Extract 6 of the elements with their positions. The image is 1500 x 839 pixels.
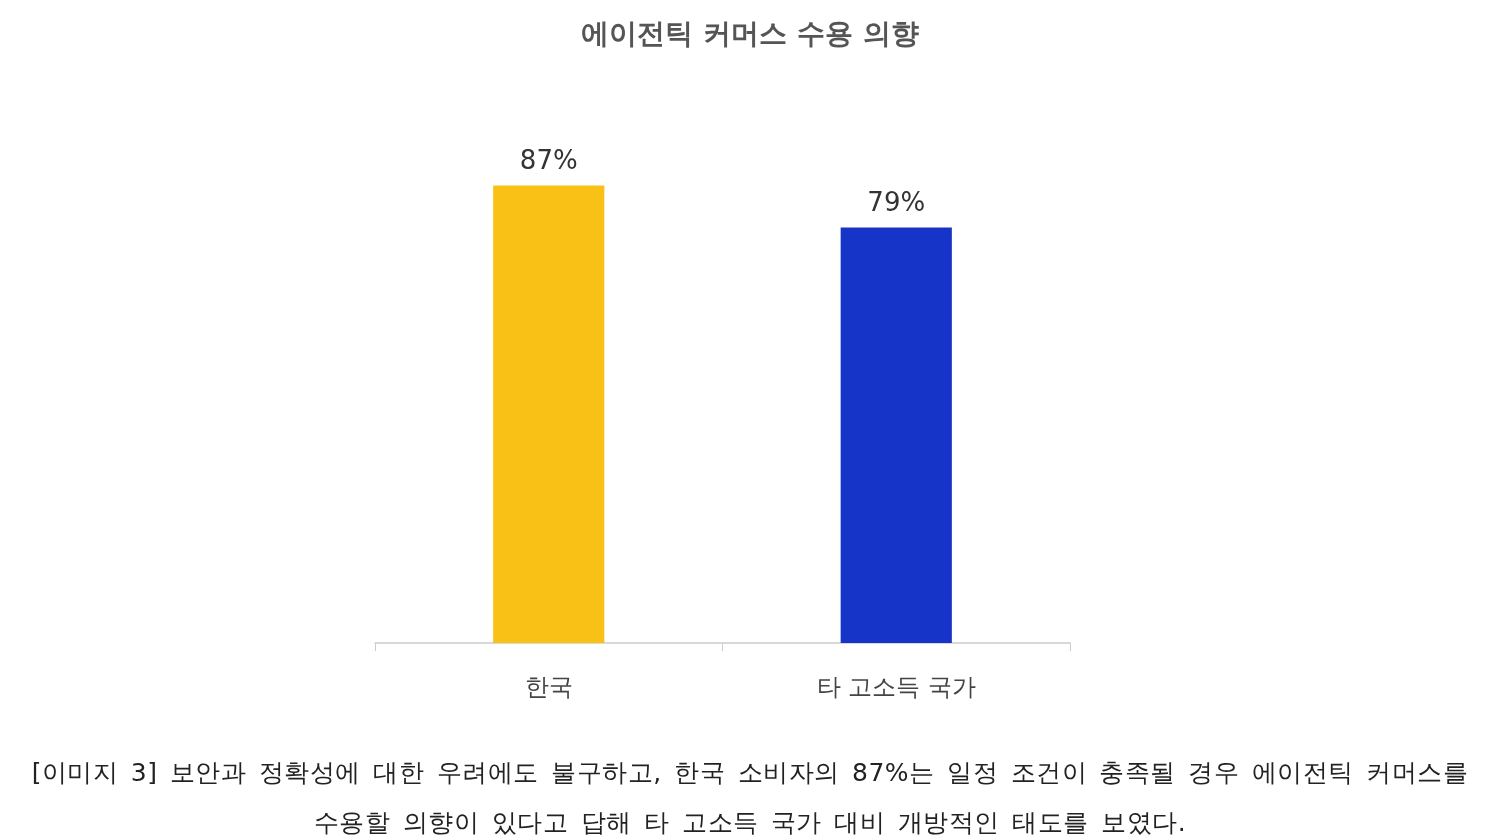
text: [이미지 3] 보안과 정확성에 대한 우려에도 불구하고, 한국 소비자의 87%는 일정 조건이 충족될 경우 에이전틱 커머스를 수용할 의향이 있다고 답해 타 고소득 국가 대비 개방적인 태도를 보였다. (30, 757, 1470, 839)
data-label: 79% (867, 187, 926, 218)
chart-title: 에이전틱 커머스 수용 의향 (581, 16, 919, 50)
x-tick-label: 타 고소득 국가 (816, 673, 976, 701)
data-label: 87% (519, 145, 578, 176)
x-tick-label: 한국 (524, 673, 573, 701)
